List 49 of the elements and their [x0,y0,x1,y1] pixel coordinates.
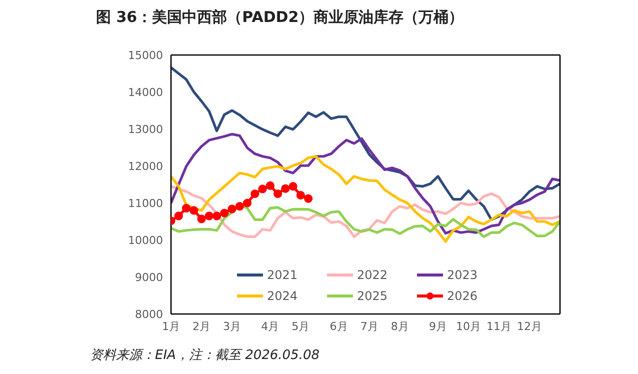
point [250,189,260,198]
y-tick-label: 9000 [135,270,163,284]
x-tick-label: 10月 [456,320,481,333]
legend-label: 2021 [267,268,298,282]
point [228,204,236,214]
legend-label: 2025 [357,288,388,302]
x-tick-label: 6月 [330,320,348,333]
point [266,181,274,190]
x-tick-label: 8月 [390,320,409,333]
x-tick-label: 1月 [162,320,180,333]
x-tick-label: 12月 [516,320,542,333]
point [204,212,214,220]
x-tick-label: 11月 [486,320,512,333]
point [304,194,313,203]
text: 资料来源：EIA，注：截至 2026.05.08 [90,347,320,364]
point [258,184,267,194]
point [273,189,282,198]
point [220,208,229,218]
point [190,206,198,215]
y-tick-label: 11000 [128,196,163,210]
point [296,190,305,200]
x-tick-label: 9月 [428,320,447,333]
point [182,204,191,212]
point [212,212,222,220]
line-series [171,132,560,235]
point [288,182,298,191]
point [235,202,244,211]
x-tick-label: 3月 [223,320,242,333]
y-tick-label: 13000 [128,122,163,136]
legend-label: 2023 [447,268,478,282]
point [281,184,290,193]
point [174,212,183,220]
y-tick-label: 14000 [128,86,163,99]
line-series [171,185,560,238]
legend-label: 2022 [357,268,388,282]
y-tick-label: 8000 [135,308,163,321]
x-tick-label: 7月 [360,320,378,333]
legend-label: 2024 [267,288,298,302]
point [242,198,252,208]
point [197,214,206,224]
y-tick-label: 10000 [128,234,163,247]
y-tick-label: 15000 [128,48,163,62]
x-tick-label: 5月 [292,320,310,333]
legend-label: 2026 [447,288,478,302]
x-tick-label: 4月 [261,320,280,333]
chart-title: 图 36：美国中西部（PADD2）商业原油库存（万桶） [96,8,464,27]
line-series [171,155,560,243]
x-tick-label: 2月 [192,320,211,333]
y-tick-label: 12000 [128,160,163,173]
